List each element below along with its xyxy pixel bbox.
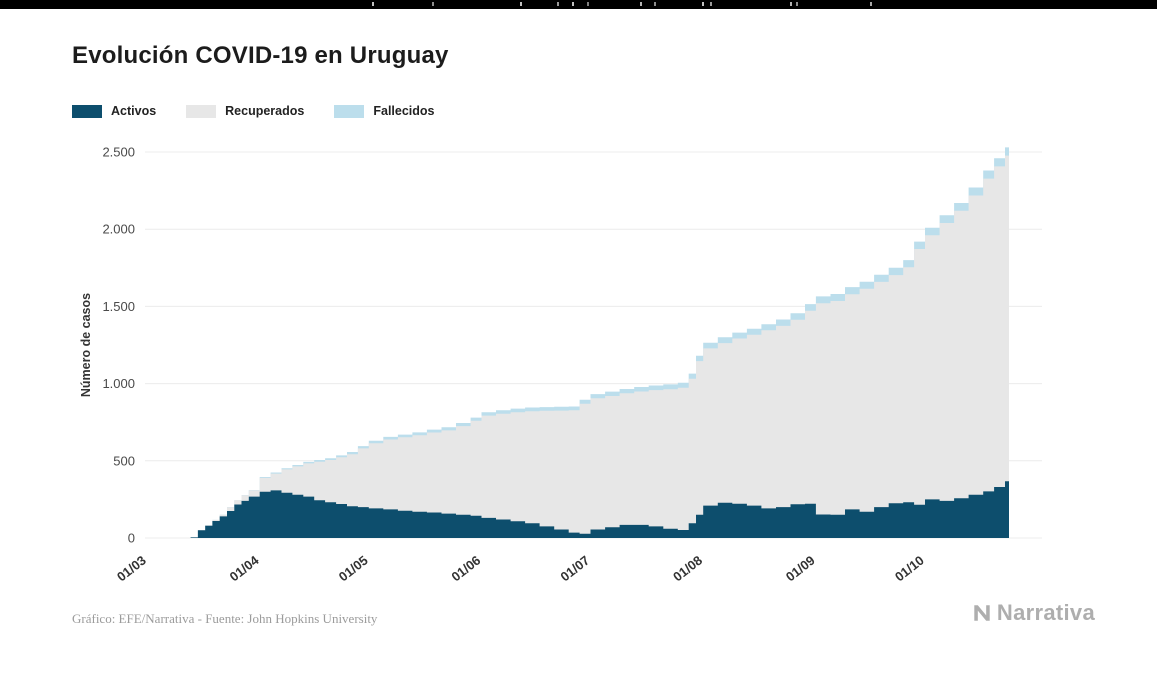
legend-swatch-recuperados: [186, 104, 217, 118]
svg-text:500: 500: [113, 453, 135, 468]
legend: Activos Recuperados Fallecidos: [72, 104, 465, 118]
legend-label-recuperados: Recuperados: [225, 104, 305, 118]
svg-text:01/08: 01/08: [670, 553, 705, 585]
page-title: Evolución COVID-19 en Uruguay: [72, 42, 449, 69]
svg-text:2.500: 2.500: [102, 145, 135, 160]
top-strip: [0, 0, 1157, 9]
svg-text:1.000: 1.000: [102, 376, 135, 391]
narrativa-n-icon: [974, 605, 990, 621]
svg-text:01/09: 01/09: [783, 553, 818, 585]
narrativa-logo[interactable]: Narrativa: [971, 600, 1095, 626]
svg-text:01/06: 01/06: [448, 553, 483, 585]
svg-text:2.000: 2.000: [102, 222, 135, 237]
svg-text:01/04: 01/04: [227, 552, 262, 584]
svg-text:01/07: 01/07: [557, 553, 592, 585]
legend-item-recuperados: Recuperados: [186, 104, 304, 118]
svg-text:1.500: 1.500: [102, 299, 135, 314]
svg-text:0: 0: [128, 531, 135, 546]
svg-text:Número de casos: Número de casos: [79, 293, 93, 397]
legend-label-activos: Activos: [111, 104, 157, 118]
chart-credit: Gráfico: EFE/Narrativa - Fuente: John Ho…: [72, 611, 378, 626]
legend-swatch-fallecidos: [334, 104, 365, 118]
svg-text:01/10: 01/10: [892, 553, 927, 585]
legend-label-fallecidos: Fallecidos: [373, 104, 435, 118]
legend-item-activos: Activos: [72, 104, 156, 118]
legend-item-fallecidos: Fallecidos: [334, 104, 435, 118]
legend-swatch-activos: [72, 104, 102, 118]
svg-text:01/03: 01/03: [114, 553, 149, 585]
narrativa-logo-text: Narrativa: [996, 600, 1095, 625]
svg-text:01/05: 01/05: [336, 553, 371, 585]
